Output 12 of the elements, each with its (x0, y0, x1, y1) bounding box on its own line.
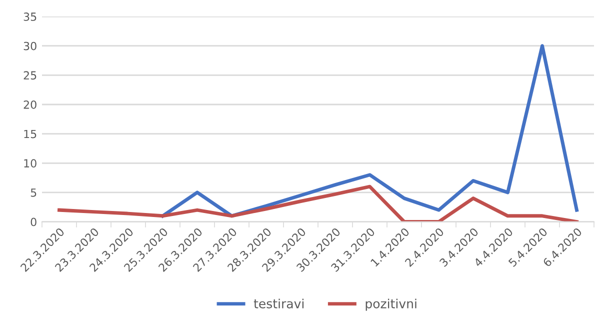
line-series (58, 184, 578, 222)
y-tick-label: 5 (30, 188, 36, 197)
line-series (161, 44, 578, 218)
legend-label: pozitivni (366, 298, 416, 311)
y-tick-label: 15 (24, 130, 36, 138)
y-tick-label: 25 (24, 71, 36, 80)
y-tick-label: 30 (24, 42, 36, 50)
legend-label: testiravi (254, 298, 304, 308)
y-tick-label: 10 (24, 159, 36, 168)
y-tick-label: 35 (24, 12, 36, 21)
y-tick-label: 0 (30, 218, 36, 226)
y-tick-label: 20 (24, 100, 36, 109)
